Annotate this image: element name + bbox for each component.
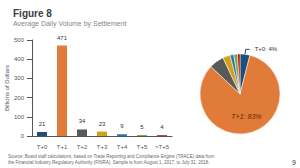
svg-text:5: 5 (140, 124, 144, 130)
svg-text:T+2: T+2 (77, 144, 88, 150)
svg-text:Figure 8: Figure 8 (13, 8, 52, 19)
svg-text:T+1: 83%: T+1: 83% (231, 113, 261, 120)
svg-text:9: 9 (120, 123, 124, 129)
svg-text:9: 9 (292, 159, 296, 166)
svg-text:Source: Board staff calculatio: Source: Board staff calculations, based … (8, 154, 215, 159)
svg-text:300: 300 (14, 75, 25, 81)
svg-text:the Financial Industry Regulat: the Financial Industry Regulatory Author… (8, 160, 210, 165)
svg-text:23: 23 (99, 121, 106, 127)
svg-text:200: 200 (14, 95, 25, 101)
svg-text:T+0: 4%: T+0: 4% (255, 46, 278, 52)
svg-text:Average Daily Volume by Settle: Average Daily Volume by Settlement (13, 20, 127, 28)
svg-text:500: 500 (14, 37, 25, 43)
svg-text:T+0: T+0 (37, 144, 48, 150)
svg-text:T+5: T+5 (137, 144, 148, 150)
svg-text:T+4: T+4 (117, 144, 128, 150)
svg-text:400: 400 (14, 56, 25, 62)
svg-text:T+1: T+1 (57, 144, 68, 150)
svg-text:>T+5: >T+5 (155, 144, 170, 150)
svg-text:T+3: T+3 (97, 144, 108, 150)
svg-text:0: 0 (21, 133, 25, 139)
svg-text:471: 471 (57, 35, 68, 41)
svg-text:100: 100 (14, 114, 25, 120)
svg-text:34: 34 (79, 118, 86, 124)
svg-text:4: 4 (160, 124, 164, 130)
svg-text:21: 21 (39, 121, 46, 127)
svg-text:Billions of Dollars: Billions of Dollars (4, 65, 10, 111)
